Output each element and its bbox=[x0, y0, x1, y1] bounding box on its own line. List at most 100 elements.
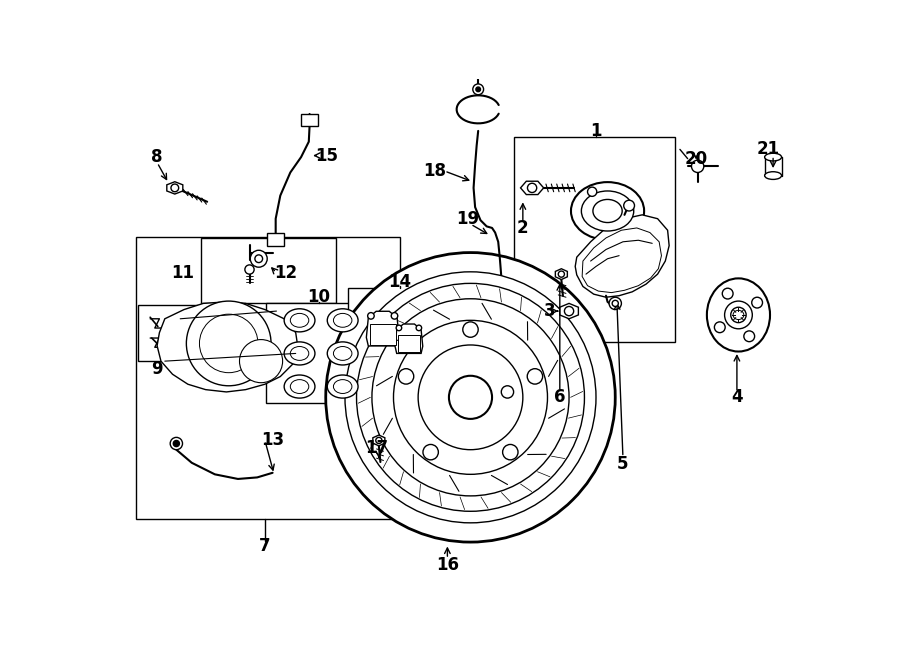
Ellipse shape bbox=[328, 375, 358, 398]
Ellipse shape bbox=[284, 309, 315, 332]
Polygon shape bbox=[366, 311, 399, 346]
Circle shape bbox=[399, 369, 414, 384]
Circle shape bbox=[752, 297, 762, 308]
Polygon shape bbox=[158, 302, 298, 392]
Polygon shape bbox=[370, 325, 396, 344]
Circle shape bbox=[255, 255, 263, 262]
Text: 10: 10 bbox=[307, 288, 330, 306]
Text: 1: 1 bbox=[590, 122, 602, 140]
Circle shape bbox=[715, 322, 725, 332]
Text: 15: 15 bbox=[315, 147, 338, 165]
Text: 7: 7 bbox=[259, 537, 271, 555]
Ellipse shape bbox=[291, 313, 309, 327]
Circle shape bbox=[326, 253, 616, 542]
Polygon shape bbox=[398, 335, 420, 352]
Polygon shape bbox=[560, 303, 579, 319]
Ellipse shape bbox=[328, 342, 358, 365]
Ellipse shape bbox=[333, 346, 352, 360]
Circle shape bbox=[527, 369, 543, 384]
Ellipse shape bbox=[765, 153, 781, 161]
Bar bbox=[348, 288, 451, 415]
Circle shape bbox=[368, 313, 374, 319]
Bar bbox=[266, 303, 392, 403]
Bar bbox=[267, 233, 284, 246]
Text: 9: 9 bbox=[151, 360, 163, 378]
Polygon shape bbox=[520, 181, 544, 194]
Ellipse shape bbox=[333, 379, 352, 393]
Circle shape bbox=[612, 300, 618, 307]
Ellipse shape bbox=[284, 375, 315, 398]
Text: 14: 14 bbox=[388, 273, 411, 291]
Ellipse shape bbox=[291, 346, 309, 360]
Circle shape bbox=[245, 265, 254, 274]
Circle shape bbox=[463, 322, 478, 337]
Circle shape bbox=[527, 183, 536, 192]
Text: 2: 2 bbox=[517, 219, 528, 237]
Bar bbox=[136, 237, 400, 519]
Circle shape bbox=[564, 307, 573, 316]
Circle shape bbox=[418, 345, 523, 449]
Circle shape bbox=[624, 200, 634, 211]
Circle shape bbox=[723, 288, 734, 299]
Circle shape bbox=[502, 444, 518, 460]
Ellipse shape bbox=[291, 379, 309, 393]
Circle shape bbox=[250, 251, 267, 267]
Text: 5: 5 bbox=[617, 455, 629, 473]
Ellipse shape bbox=[765, 172, 781, 179]
Circle shape bbox=[396, 325, 401, 330]
Circle shape bbox=[724, 301, 752, 329]
Ellipse shape bbox=[593, 200, 622, 223]
Text: 3: 3 bbox=[544, 302, 555, 320]
Ellipse shape bbox=[706, 278, 770, 352]
Ellipse shape bbox=[581, 191, 634, 231]
Circle shape bbox=[558, 271, 564, 277]
Circle shape bbox=[393, 321, 547, 475]
Text: 12: 12 bbox=[274, 264, 297, 282]
Circle shape bbox=[345, 272, 596, 523]
Circle shape bbox=[376, 438, 382, 444]
Ellipse shape bbox=[571, 182, 644, 240]
Circle shape bbox=[171, 184, 179, 192]
Ellipse shape bbox=[734, 310, 743, 319]
Text: 19: 19 bbox=[455, 210, 479, 227]
Text: 21: 21 bbox=[756, 140, 779, 159]
Text: 20: 20 bbox=[685, 149, 707, 168]
Circle shape bbox=[743, 331, 754, 342]
Circle shape bbox=[472, 84, 483, 95]
Polygon shape bbox=[373, 435, 385, 446]
Bar bbox=[138, 305, 201, 361]
Text: 18: 18 bbox=[423, 162, 446, 180]
Ellipse shape bbox=[284, 342, 315, 365]
Polygon shape bbox=[166, 182, 183, 194]
Text: 8: 8 bbox=[151, 148, 163, 166]
Circle shape bbox=[501, 386, 514, 398]
Circle shape bbox=[609, 297, 621, 309]
Circle shape bbox=[174, 440, 179, 447]
Circle shape bbox=[372, 299, 569, 496]
Circle shape bbox=[239, 340, 283, 383]
Text: 13: 13 bbox=[261, 432, 284, 449]
Text: 11: 11 bbox=[171, 264, 194, 282]
Circle shape bbox=[476, 87, 481, 92]
Polygon shape bbox=[395, 324, 423, 354]
Text: 6: 6 bbox=[554, 388, 565, 407]
Text: 16: 16 bbox=[436, 556, 459, 574]
Ellipse shape bbox=[333, 313, 352, 327]
Circle shape bbox=[200, 314, 258, 373]
Polygon shape bbox=[582, 228, 662, 293]
Circle shape bbox=[588, 187, 597, 196]
Polygon shape bbox=[555, 269, 567, 280]
Circle shape bbox=[423, 444, 438, 460]
Text: 4: 4 bbox=[731, 388, 742, 407]
Circle shape bbox=[392, 313, 398, 319]
Bar bbox=[302, 114, 318, 126]
Circle shape bbox=[356, 284, 584, 512]
Circle shape bbox=[416, 325, 421, 330]
Circle shape bbox=[731, 307, 746, 323]
Circle shape bbox=[186, 301, 271, 386]
Bar bbox=[514, 137, 675, 342]
Text: 17: 17 bbox=[365, 439, 388, 457]
Ellipse shape bbox=[328, 309, 358, 332]
Circle shape bbox=[170, 438, 183, 449]
Polygon shape bbox=[575, 215, 669, 297]
